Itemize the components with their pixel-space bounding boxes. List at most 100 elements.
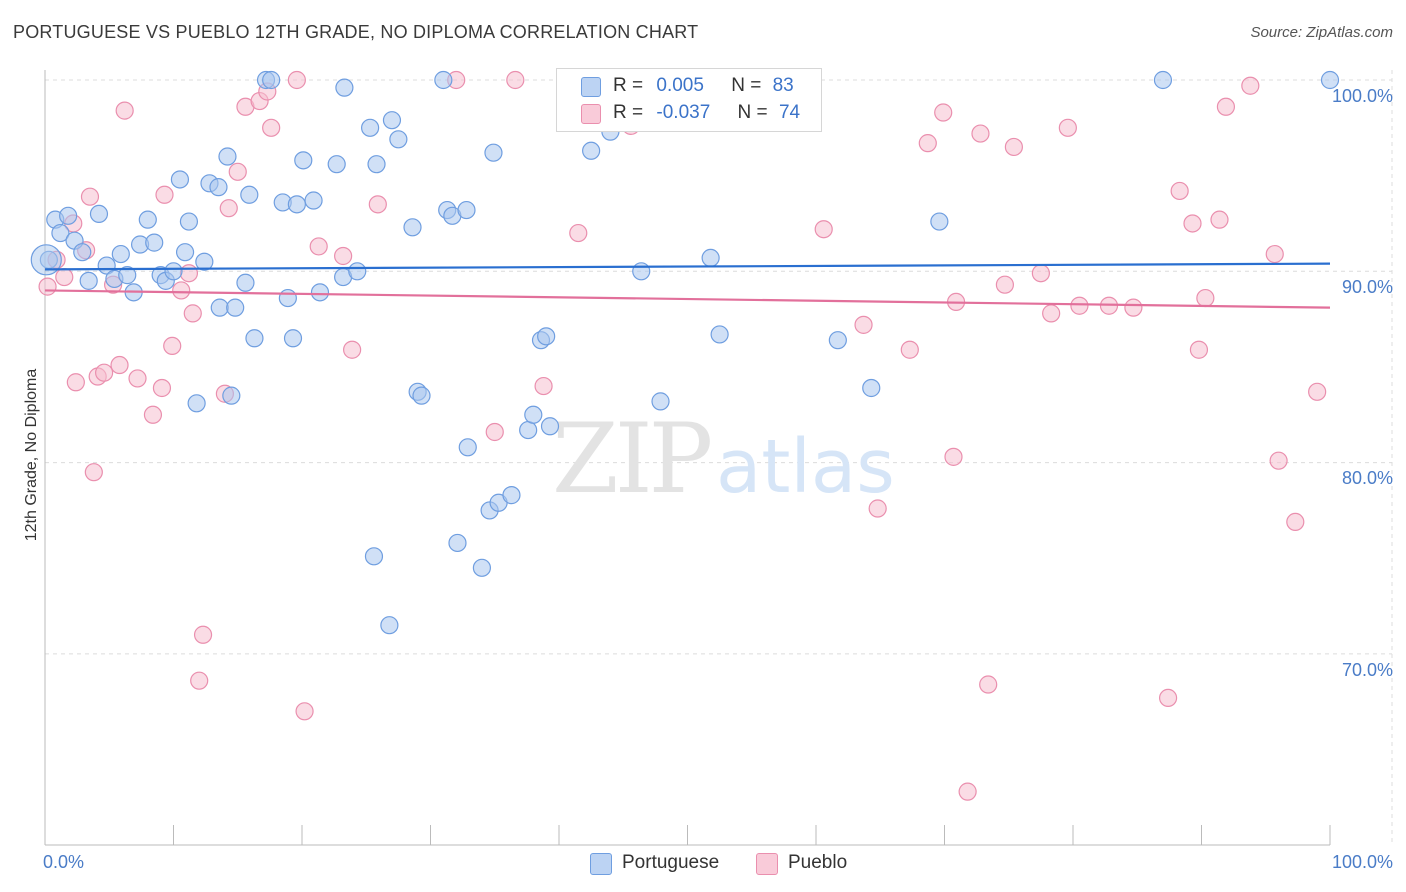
portuguese-point [278,288,297,308]
portuguese-point [651,392,670,411]
portuguese-point [175,243,195,262]
portuguese-point [502,486,521,505]
portuguese-point [89,204,109,224]
portuguese-point [118,266,137,285]
pueblo-point [55,267,74,287]
legend-label: Pueblo [788,852,848,873]
portuguese-point [380,616,399,635]
pueblo-point [1216,97,1236,116]
pueblo-point [1286,512,1305,532]
portuguese-point [111,244,130,264]
pueblo-point [1265,244,1284,264]
pueblo-point [995,275,1014,294]
portuguese-point [222,386,241,405]
r-value: 0.005 [656,75,704,96]
portuguese-point [701,248,720,268]
pueblo-point [814,220,833,239]
portuguese-point [457,200,476,220]
pueblo-point [854,315,873,334]
portuguese-point [361,118,380,137]
pueblo-point [368,195,387,214]
portuguese-point [519,420,538,440]
chart-title: PORTUGUESE VS PUEBLO 12TH GRADE, NO DIPL… [13,22,699,42]
x-tick-label: 0.0% [43,852,85,872]
pueblo-point [506,70,525,90]
portuguese-point [472,558,491,577]
portuguese-point [484,143,503,162]
pueblo-point [569,223,588,243]
portuguese-point [327,155,346,174]
pueblo-point [84,463,103,482]
pueblo-point [1058,118,1077,137]
pueblo-point [1070,296,1089,315]
legend-text: R = -0.037 N = 74 [613,102,800,124]
portuguese-point [382,111,402,130]
portuguese-point [51,223,70,243]
portuguese-point [226,298,245,317]
pueblo-point [868,499,887,518]
portuguese-point [389,130,408,149]
r-value: -0.037 [656,102,711,123]
n-value: 74 [778,102,801,123]
pueblo-point [262,118,281,137]
pueblo-point [1196,288,1215,308]
portuguese-swatch [581,77,601,97]
watermark-atlas: atlas [716,424,895,510]
portuguese-point [245,329,264,348]
pueblo-point [38,277,57,296]
pueblo-point [1124,298,1143,317]
portuguese-point [262,70,281,90]
portuguese-point [218,147,237,166]
portuguese-point [412,386,431,405]
pueblo-point [1170,181,1189,201]
legend-text: R = 0.005 N = 83 [613,75,794,97]
pueblo-point [1269,451,1288,470]
pueblo-point [934,103,953,122]
pueblo-point [66,373,85,392]
pueblo-point [115,101,134,120]
portuguese-point [335,78,354,97]
pueblo-point [1241,76,1260,95]
portuguese-point [240,185,259,204]
source-label: Source: ZipAtlas.com [1250,24,1393,41]
pueblo-point [1031,264,1050,283]
portuguese-point [862,378,881,398]
portuguese-point [632,262,651,281]
pueblo-point [128,369,147,388]
portuguese-point [828,331,847,350]
legend-label: Portuguese [622,852,720,873]
portuguese-point [236,273,255,292]
pueblo-point [1210,210,1229,229]
pueblo-point [1004,137,1023,157]
pueblo-point [485,422,504,442]
pueblo-point [1308,382,1327,401]
portuguese-point [59,206,78,225]
pueblo-point [163,336,182,356]
pueblo-point [295,702,314,721]
y-tick-label: 90.0% [1341,277,1393,297]
portuguese-point [1153,70,1173,90]
portuguese-trend-line [44,262,1331,271]
portuguese-point [434,70,453,90]
y-tick-label: 100.0% [1331,86,1393,106]
portuguese-point [209,178,228,197]
portuguese-point [458,438,477,457]
x-tick-label: 100.0% [1331,852,1393,872]
portuguese-point [304,191,323,210]
portuguese-point [210,298,229,317]
pueblo-point [155,185,174,204]
portuguese-point [364,547,384,566]
portuguese-point [403,218,422,237]
pueblo-point [979,675,998,694]
portuguese-point [30,244,62,276]
pueblo-trend-line [44,289,1331,309]
portuguese-swatch [590,853,612,875]
portuguese-point [283,329,303,348]
pueblo-point [918,134,937,153]
portuguese-point [187,394,206,413]
portuguese-point [138,210,157,229]
watermark-zip: ZIP [552,403,711,515]
pueblo-point [334,246,353,266]
portuguese-point [164,262,183,281]
